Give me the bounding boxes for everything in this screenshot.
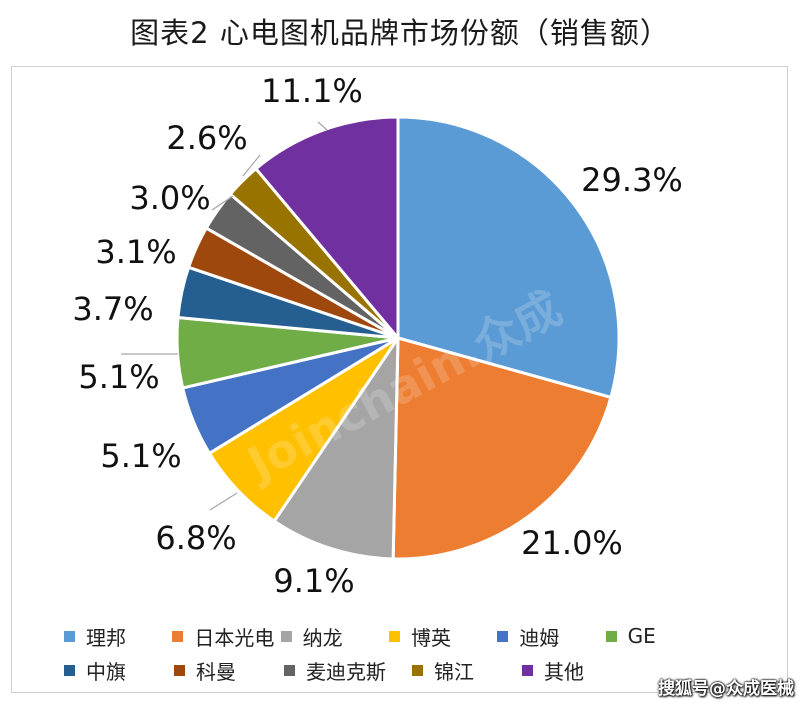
leader-line bbox=[317, 121, 328, 131]
legend-label: 纳龙 bbox=[302, 625, 343, 650]
legend-item: 迪姆 bbox=[497, 622, 605, 651]
data-label: 3.1% bbox=[95, 233, 176, 271]
pie-slice bbox=[396, 115, 621, 400]
legend-swatch bbox=[522, 664, 533, 676]
legend-label: GE bbox=[627, 624, 656, 648]
data-label: 2.6% bbox=[166, 119, 247, 157]
legend-label: 麦迪克斯 bbox=[306, 659, 386, 684]
legend-label: 锦江 bbox=[434, 659, 474, 684]
data-label: 11.1% bbox=[261, 72, 363, 110]
data-label: 3.7% bbox=[72, 290, 153, 328]
legend-swatch bbox=[64, 664, 75, 676]
pie-slice bbox=[391, 336, 613, 561]
legend-label: 日本光电 bbox=[194, 625, 275, 650]
data-label: 29.3% bbox=[581, 161, 683, 199]
pie-slice bbox=[253, 115, 400, 343]
legend-swatch bbox=[412, 664, 423, 676]
legend-swatch bbox=[174, 664, 185, 676]
legend-item: 理邦 bbox=[64, 622, 172, 651]
legend-item: 中旗 bbox=[64, 656, 174, 685]
legend-swatch bbox=[605, 630, 617, 642]
page-title: 图表2 心电图机品牌市场份额（销售额） bbox=[130, 16, 670, 50]
legend-label: 迪姆 bbox=[519, 625, 560, 650]
legend-item: 日本光电 bbox=[172, 622, 280, 651]
data-label: 5.1% bbox=[78, 358, 159, 396]
legend-label: 博英 bbox=[410, 625, 451, 650]
legend-swatch bbox=[497, 630, 509, 642]
legend-row: 中旗 科曼 麦迪克斯 锦江 其他 bbox=[64, 653, 714, 687]
legend-label: 中旗 bbox=[86, 659, 126, 684]
data-label: 21.0% bbox=[521, 524, 623, 562]
legend-swatch bbox=[64, 630, 75, 642]
legend-swatch bbox=[172, 630, 184, 642]
leader-line bbox=[211, 195, 234, 211]
legend-swatch bbox=[284, 664, 295, 676]
data-label: 3.0% bbox=[129, 179, 210, 217]
legend: 理邦 日本光电 纳龙 博英 迪姆 GE 中旗 科曼 麦迪克斯 锦江 其他 bbox=[64, 619, 714, 687]
legend-swatch bbox=[388, 630, 400, 642]
legend-item: GE bbox=[605, 624, 714, 648]
legend-label: 科曼 bbox=[196, 659, 236, 684]
legend-label: 理邦 bbox=[86, 625, 126, 650]
data-label: 6.8% bbox=[155, 519, 236, 557]
legend-item: 其他 bbox=[522, 656, 632, 685]
legend-item: 锦江 bbox=[412, 656, 522, 685]
legend-swatch bbox=[280, 630, 292, 642]
leader-line bbox=[209, 492, 238, 511]
legend-item: 麦迪克斯 bbox=[284, 656, 412, 685]
legend-item: 博英 bbox=[388, 622, 497, 651]
legend-item: 科曼 bbox=[174, 656, 284, 685]
data-label: 9.1% bbox=[273, 562, 354, 600]
source-watermark: 搜狐号@众成医械 bbox=[658, 678, 794, 699]
pie-slice bbox=[272, 332, 400, 561]
legend-item: 纳龙 bbox=[280, 622, 389, 651]
data-label: 5.1% bbox=[100, 437, 181, 475]
leader-line bbox=[242, 154, 261, 177]
legend-label: 其他 bbox=[544, 659, 584, 684]
legend-row: 理邦 日本光电 纳龙 博英 迪姆 GE bbox=[64, 619, 714, 653]
